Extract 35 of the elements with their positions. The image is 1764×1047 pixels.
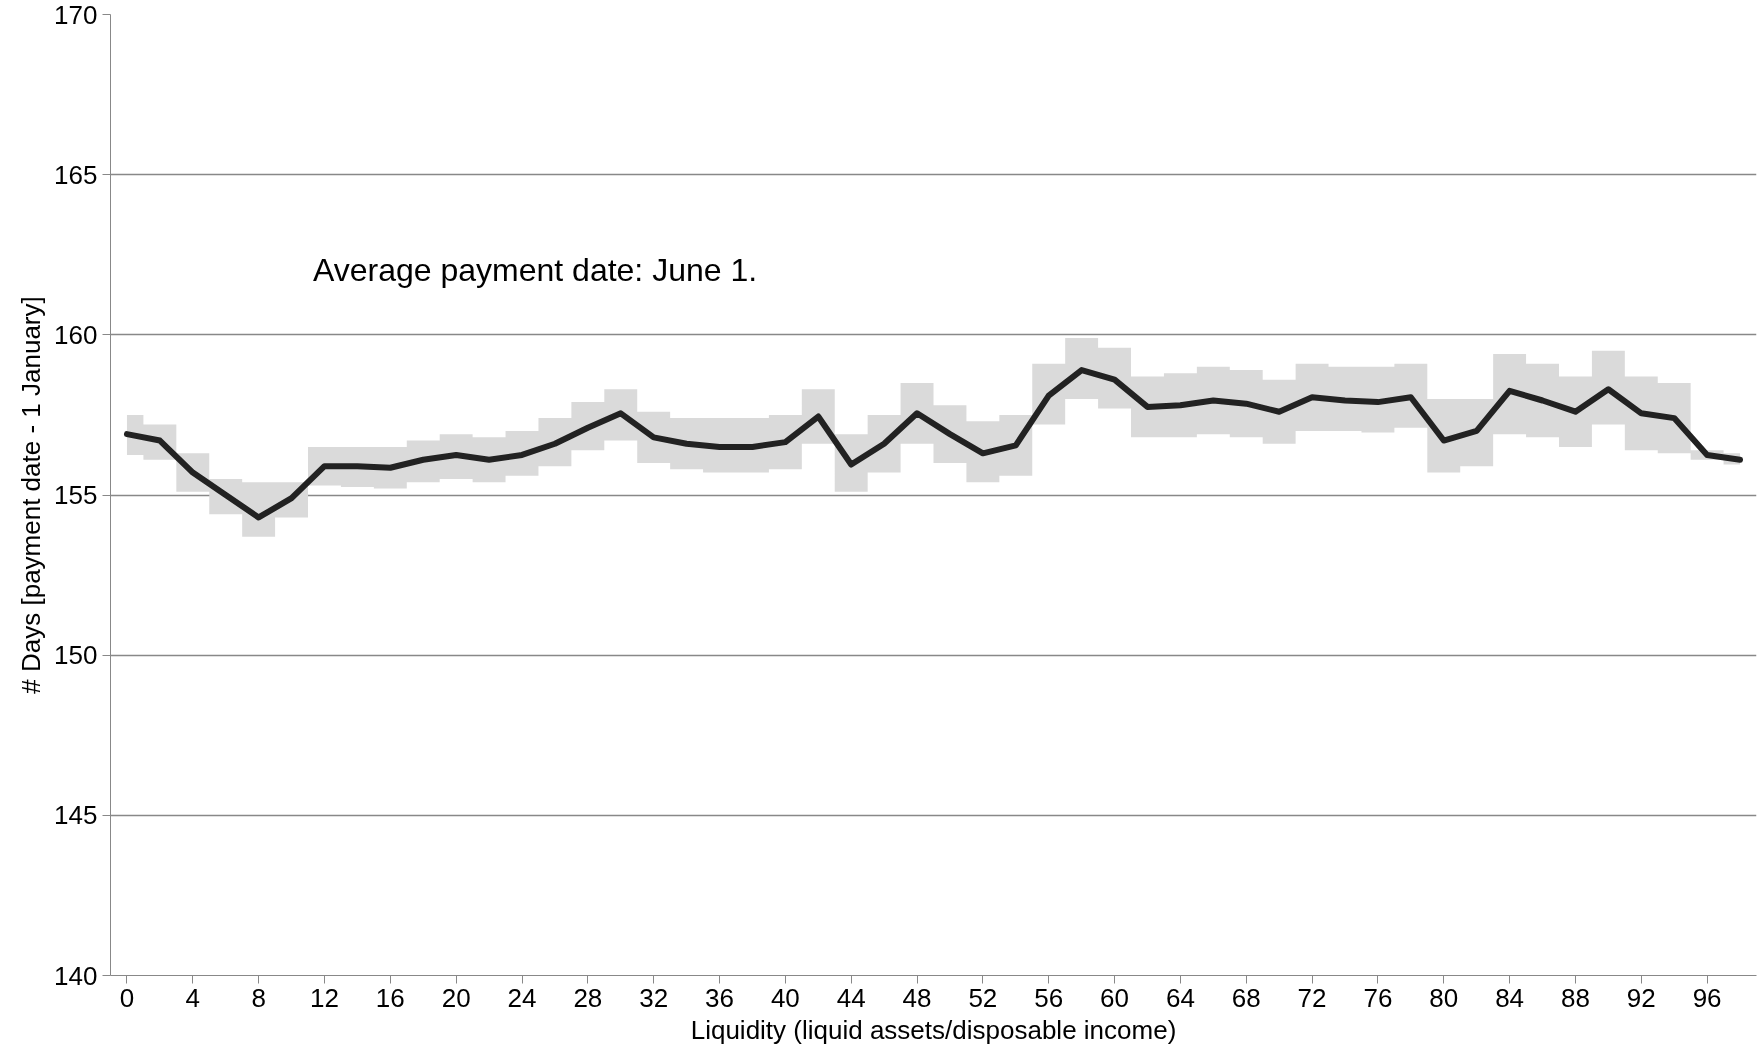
y-axis-title: # Days [payment date - 1 January] [16,296,47,694]
x-tick-label: 16 [375,982,405,1013]
y-tick-label: 165 [54,159,98,190]
x-tick-label: 40 [770,982,800,1013]
x-tick-label: 76 [1363,982,1393,1013]
x-tick-label: 36 [705,982,734,1013]
x-axis-title: Liquidity (liquid assets/disposable income) [690,1014,1177,1045]
x-tick-label: 24 [507,982,537,1013]
x-tick-label: 68 [1231,982,1261,1013]
x-tick-label: 96 [1692,982,1722,1013]
y-tick-label: 145 [54,800,98,831]
x-tick-label: 4 [185,982,201,1013]
x-tick-label: 88 [1560,982,1590,1013]
x-tick-label: 84 [1495,982,1525,1013]
x-tick-label: 64 [1165,982,1195,1013]
y-tick-label: 140 [54,960,98,991]
x-tick-label: 32 [639,982,669,1013]
x-tick-label: 52 [968,982,998,1013]
x-tick-label: 48 [902,982,932,1013]
y-tick-label: 155 [54,480,98,510]
annotation: Average payment date: June 1. [312,252,758,289]
y-tick-label: 170 [54,0,98,30]
x-tick-label: 80 [1429,982,1459,1013]
x-tick-label: 72 [1297,982,1327,1013]
x-tick-label: 20 [441,982,471,1013]
x-tick-label: 28 [573,982,603,1013]
x-tick-label: 12 [310,982,339,1013]
y-tick-label: 160 [54,319,98,350]
x-tick-label: 8 [251,982,266,1013]
x-tick-label: 92 [1626,982,1656,1013]
x-tick-label: 60 [1100,982,1130,1013]
y-tick-label: 150 [54,640,98,671]
x-tick-label: 44 [836,982,866,1013]
x-tick-label: 56 [1034,982,1064,1013]
x-tick-label: 0 [119,982,135,1013]
